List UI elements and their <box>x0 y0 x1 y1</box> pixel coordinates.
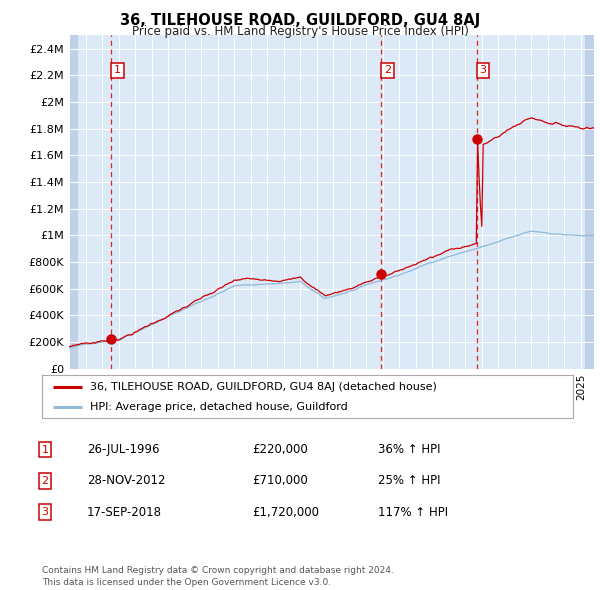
Text: £1,720,000: £1,720,000 <box>252 506 319 519</box>
Text: Contains HM Land Registry data © Crown copyright and database right 2024.
This d: Contains HM Land Registry data © Crown c… <box>42 566 394 587</box>
Bar <box>69 35 78 369</box>
Text: 17-SEP-2018: 17-SEP-2018 <box>87 506 162 519</box>
Text: HPI: Average price, detached house, Guildford: HPI: Average price, detached house, Guil… <box>90 402 347 412</box>
Text: 36% ↑ HPI: 36% ↑ HPI <box>378 443 440 456</box>
Text: 2: 2 <box>41 476 49 486</box>
Text: 36, TILEHOUSE ROAD, GUILDFORD, GU4 8AJ (detached house): 36, TILEHOUSE ROAD, GUILDFORD, GU4 8AJ (… <box>90 382 437 392</box>
Text: 1: 1 <box>114 65 121 76</box>
Text: 26-JUL-1996: 26-JUL-1996 <box>87 443 160 456</box>
Text: 2: 2 <box>383 65 391 76</box>
Text: 28-NOV-2012: 28-NOV-2012 <box>87 474 166 487</box>
Text: 3: 3 <box>41 507 49 517</box>
Text: 3: 3 <box>479 65 487 76</box>
Text: £710,000: £710,000 <box>252 474 308 487</box>
Text: 36, TILEHOUSE ROAD, GUILDFORD, GU4 8AJ: 36, TILEHOUSE ROAD, GUILDFORD, GU4 8AJ <box>120 13 480 28</box>
Text: Price paid vs. HM Land Registry's House Price Index (HPI): Price paid vs. HM Land Registry's House … <box>131 25 469 38</box>
Text: £220,000: £220,000 <box>252 443 308 456</box>
Text: 25% ↑ HPI: 25% ↑ HPI <box>378 474 440 487</box>
Bar <box>585 35 594 369</box>
Text: 117% ↑ HPI: 117% ↑ HPI <box>378 506 448 519</box>
Text: 1: 1 <box>41 445 49 454</box>
